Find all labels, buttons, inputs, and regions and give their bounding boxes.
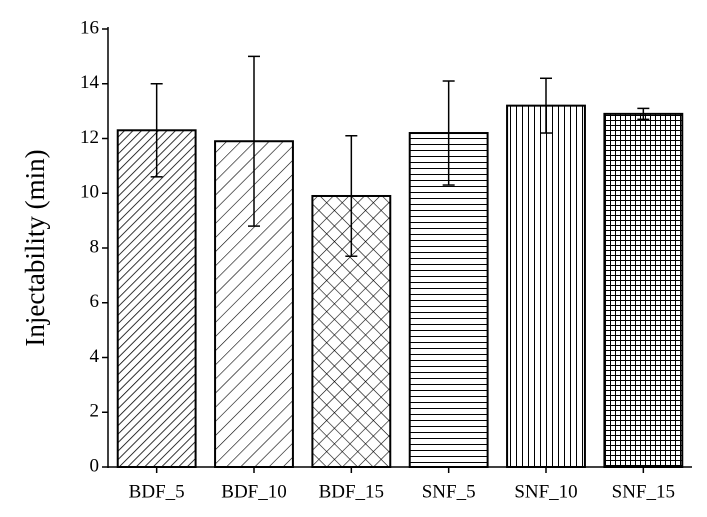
y-tick-label: 14 (80, 72, 100, 93)
y-tick-label: 6 (90, 291, 100, 312)
x-tick-label: BDF_5 (129, 481, 185, 502)
error-bar (345, 135, 358, 257)
bar (116, 129, 197, 468)
x-tick-label: SNF_10 (514, 481, 577, 502)
error-bar (637, 107, 650, 121)
bar (603, 112, 684, 469)
y-tick-label: 8 (90, 236, 100, 257)
x-tick-label: SNF_15 (612, 481, 675, 502)
error-bar (248, 55, 260, 227)
x-tick-label: SNF_5 (422, 481, 476, 502)
y-tick-label: 16 (80, 17, 99, 38)
error-bar (540, 77, 552, 134)
y-tick-label: 12 (80, 127, 99, 148)
y-tick-label: 2 (90, 401, 100, 422)
y-tick-label: 0 (90, 455, 100, 476)
x-tick-label: BDF_10 (221, 481, 286, 502)
y-axis-label: Injectability (min) (20, 149, 50, 346)
error-bar (442, 80, 455, 186)
y-tick-label: 10 (80, 182, 99, 203)
y-tick-label: 4 (90, 346, 100, 367)
bar (506, 104, 586, 469)
error-bar (150, 83, 163, 178)
x-tick-label: BDF_15 (319, 481, 384, 502)
